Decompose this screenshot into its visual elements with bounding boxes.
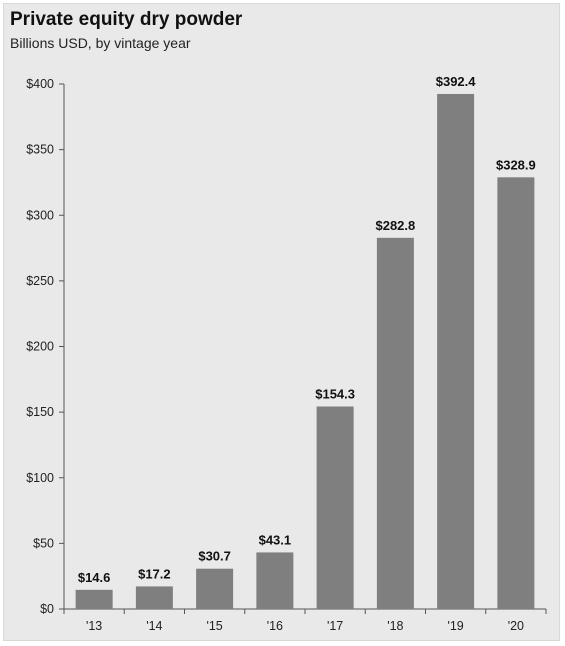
chart-subtitle: Billions USD, by vintage year <box>10 35 191 51</box>
x-tick-label: '20 <box>508 619 524 633</box>
bar <box>75 589 113 609</box>
x-tick-label: '14 <box>146 619 162 633</box>
y-tick-label: $0 <box>40 602 54 616</box>
x-tick-label: '18 <box>387 619 403 633</box>
data-label: $282.8 <box>375 218 415 233</box>
y-tick-label: $300 <box>26 208 54 222</box>
x-tick-label: '17 <box>327 619 343 633</box>
bar <box>437 93 475 610</box>
y-tick-label: $400 <box>26 77 54 91</box>
bar <box>196 568 234 609</box>
data-label: $154.3 <box>315 386 355 401</box>
data-label: $43.1 <box>259 532 292 547</box>
x-tick-label: '13 <box>86 619 102 633</box>
y-tick-label: $200 <box>26 340 54 354</box>
bar <box>316 406 354 609</box>
data-label: $30.7 <box>198 549 231 564</box>
bar <box>256 552 294 609</box>
bar <box>497 177 535 609</box>
y-tick-label: $150 <box>26 405 54 419</box>
data-label: $17.2 <box>138 566 171 581</box>
bar <box>135 586 173 609</box>
y-tick-label: $100 <box>26 471 54 485</box>
chart-title: Private equity dry powder <box>10 9 243 30</box>
data-label: $392.4 <box>436 74 477 89</box>
y-tick-label: $350 <box>26 143 54 157</box>
y-tick-label: $250 <box>26 274 54 288</box>
bar <box>376 237 414 609</box>
x-tick-label: '15 <box>206 619 222 633</box>
x-tick-label: '19 <box>447 619 463 633</box>
data-label: $14.6 <box>78 570 111 585</box>
y-tick-label: $50 <box>33 536 54 550</box>
x-tick-label: '16 <box>267 619 283 633</box>
data-label: $328.9 <box>496 157 536 172</box>
